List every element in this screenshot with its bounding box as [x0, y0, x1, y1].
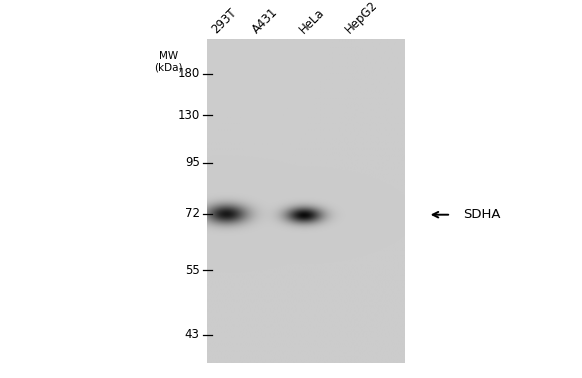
Text: 293T: 293T [209, 6, 239, 36]
Text: 55: 55 [185, 264, 200, 277]
Text: 43: 43 [184, 328, 200, 341]
Text: 180: 180 [178, 67, 200, 80]
Text: HepG2: HepG2 [343, 0, 381, 36]
Text: MW
(kDa): MW (kDa) [155, 51, 183, 73]
Text: 95: 95 [184, 156, 200, 169]
Text: A431: A431 [250, 5, 281, 36]
Text: SDHA: SDHA [463, 208, 500, 221]
Text: HeLa: HeLa [296, 6, 327, 36]
Text: 130: 130 [178, 109, 200, 122]
Text: 72: 72 [184, 207, 200, 220]
